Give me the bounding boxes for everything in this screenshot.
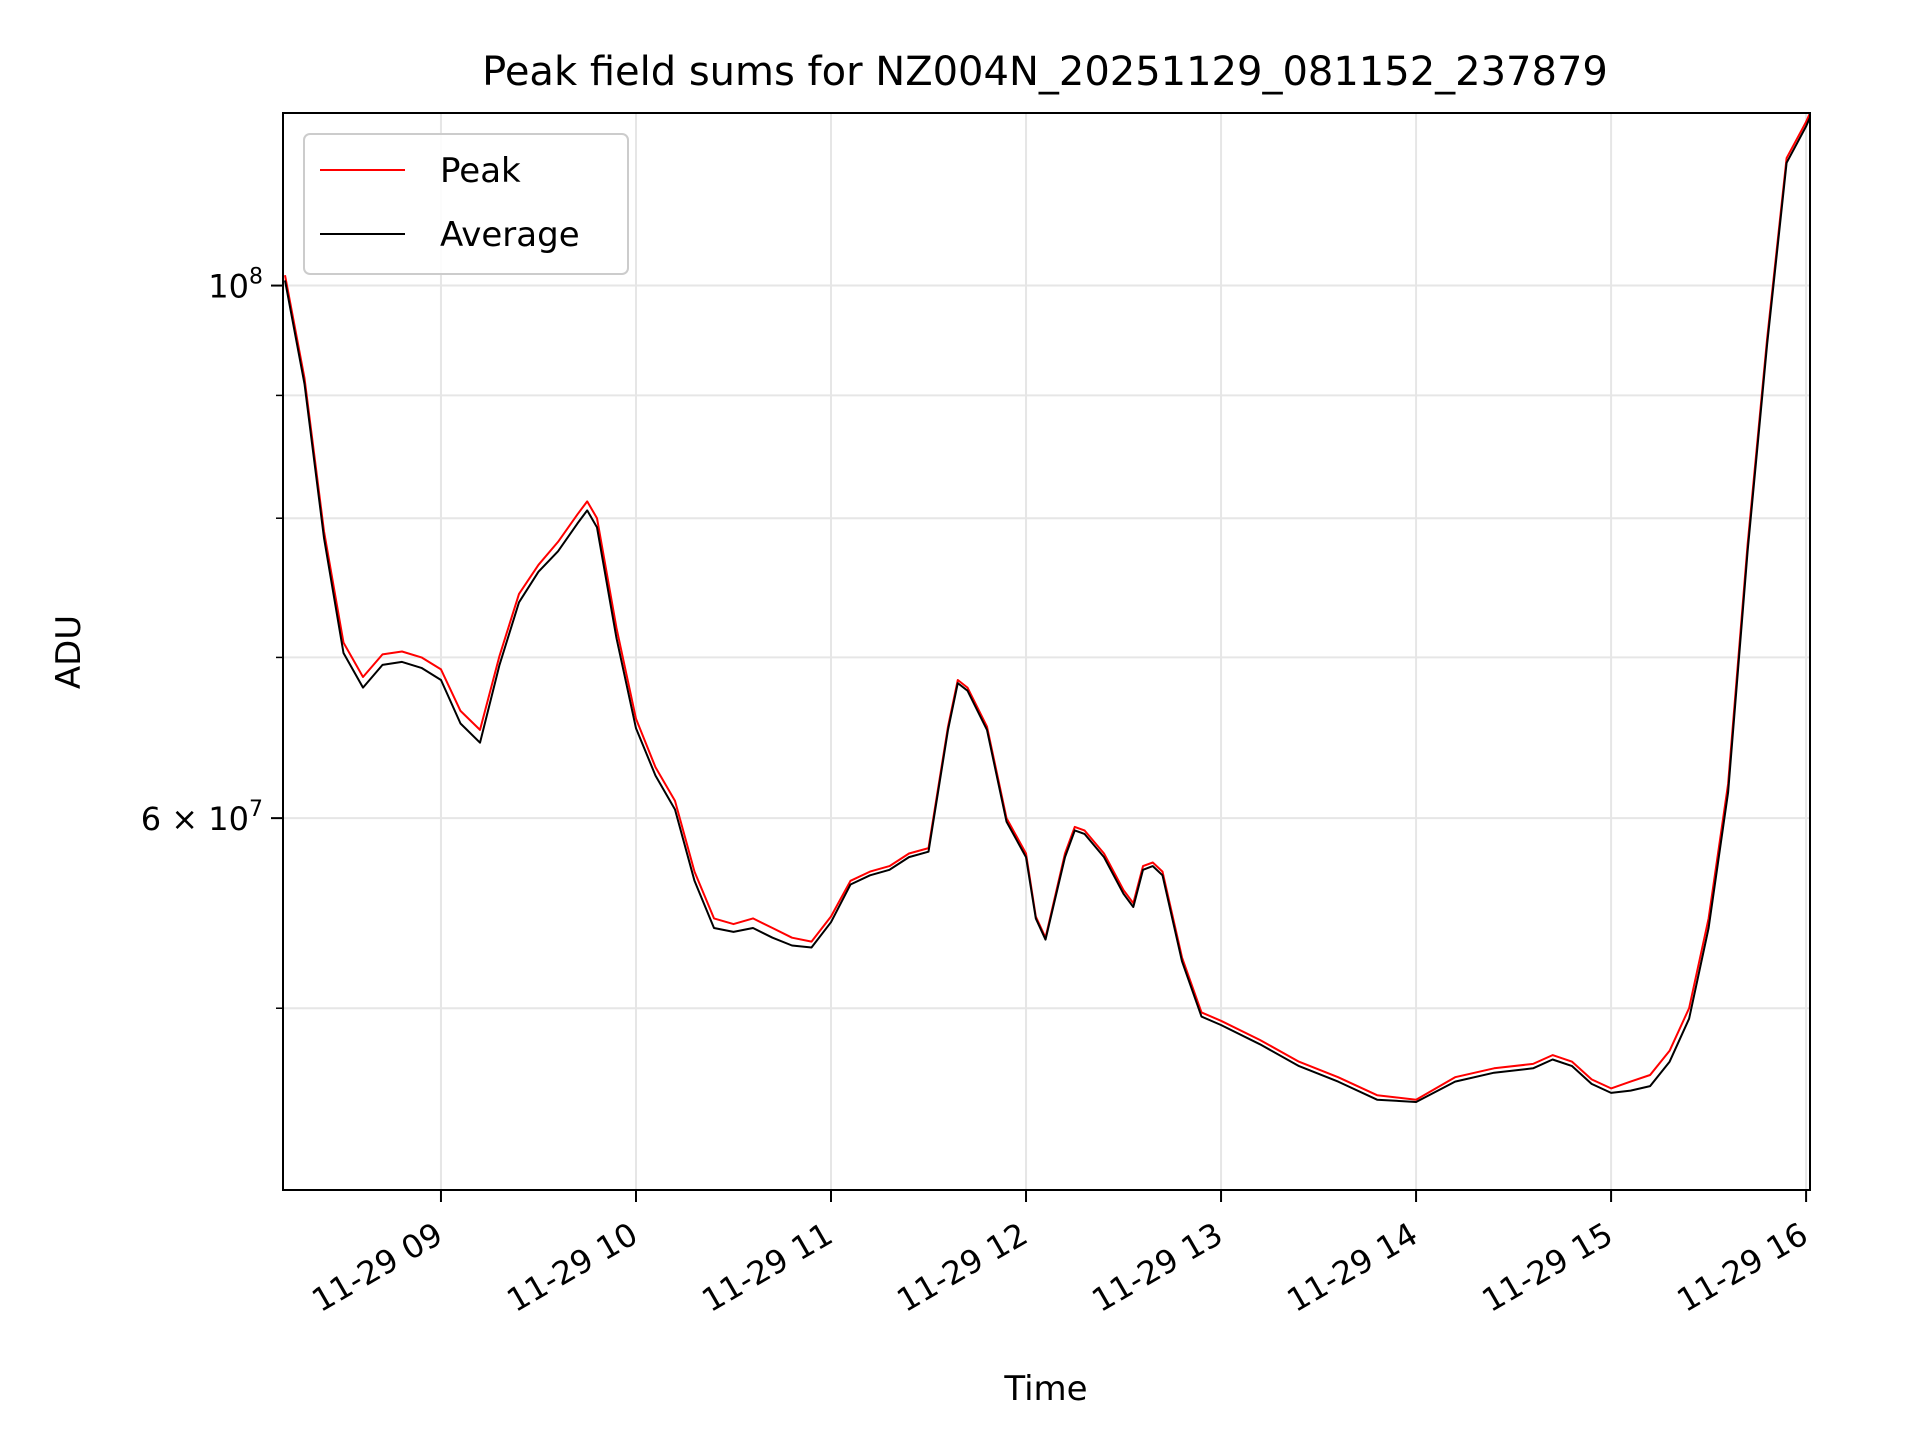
legend-peak-label: Peak [440,151,521,191]
y-tick-label: 6 × 107 [141,797,263,838]
x-axis-label: Time [1003,1369,1087,1409]
chart-title: Peak field sums for NZ004N_20251129_0811… [482,49,1608,95]
y-tick-label: 108 [208,265,263,306]
series-line-average [284,116,1810,1103]
legend[interactable]: Peak Average [303,133,629,275]
series-group [284,113,1810,1103]
y-axis: 108 6 × 107 [141,265,283,1009]
y-axis-label: ADU [49,615,89,689]
grid [283,113,1810,1190]
legend-average-label: Average [440,215,580,255]
plot-frame [282,112,1811,1191]
